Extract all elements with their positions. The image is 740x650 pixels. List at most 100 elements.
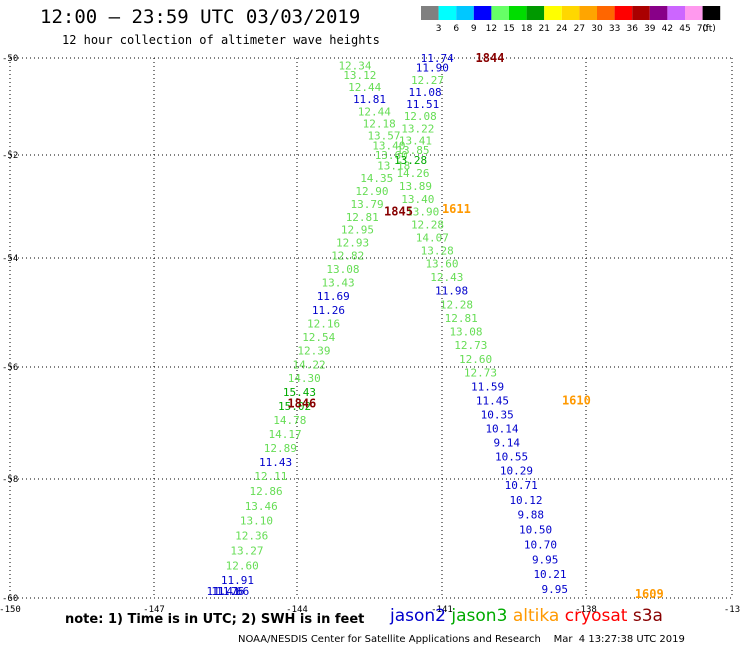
swh-data-label: 13.41 <box>399 134 432 147</box>
swh-data-label: 13.60 <box>425 257 458 270</box>
swh-data-label: 11.08 <box>409 86 442 99</box>
swh-data-label: 13.12 <box>343 69 376 82</box>
note-text: note: 1) Time is in UTC; 2) SWH is in fe… <box>65 612 365 627</box>
swh-data-label: 11.76 <box>211 585 244 598</box>
swh-data-label: 13.18 <box>377 159 410 172</box>
swh-data-label: 14.35 <box>360 172 393 185</box>
swh-data-label: 12.16 <box>307 317 340 330</box>
swh-data-label: 12.73 <box>454 339 487 352</box>
y-tick-label: -50 <box>2 54 18 64</box>
y-tick-label: -60 <box>2 594 18 604</box>
color-swatch <box>632 6 650 20</box>
color-scale-label: 24 <box>556 24 568 34</box>
color-swatch <box>473 6 492 20</box>
swh-data-label: 14.22 <box>293 358 326 371</box>
swh-data-label: 13.10 <box>240 515 273 528</box>
swh-data-label: 9.14 <box>494 437 521 450</box>
x-tick-label: -144 <box>286 605 308 615</box>
color-scale-label: 3 <box>436 24 442 34</box>
swh-data-label: 11.41 <box>207 585 240 598</box>
color-scale-label: 39 <box>644 24 656 34</box>
satellite-legend: jason2 jason3 altika cryosat s3a <box>390 606 663 626</box>
x-tick-label: -138 <box>575 605 597 615</box>
color-scale-label: 70 <box>697 24 709 34</box>
swh-data-label: 12.60 <box>459 353 492 366</box>
swh-data-label: 10.35 <box>481 409 514 422</box>
swh-data-label: 11.66 <box>216 585 249 598</box>
y-tick-label: -58 <box>2 475 18 485</box>
color-scale-label: 12 <box>486 24 497 34</box>
x-tick-label: -13 <box>724 605 740 615</box>
swh-data-label: 12.82 <box>331 249 364 262</box>
pass-time-label: 1611 <box>442 202 471 216</box>
color-swatch <box>526 6 545 20</box>
swh-data-label: 11.90 <box>416 62 449 75</box>
swh-data-label: 15.43 <box>283 386 316 399</box>
swh-data-label: 14.78 <box>273 414 306 427</box>
x-tick-label: -141 <box>431 605 453 615</box>
color-scale-label: 18 <box>521 24 533 34</box>
color-scale-label: 27 <box>574 24 585 34</box>
legend-entry-cryosat: cryosat <box>564 606 628 626</box>
swh-data-label: 13.43 <box>322 277 355 290</box>
swh-data-label: 10.71 <box>505 479 538 492</box>
swh-data-label: 13.57 <box>367 130 400 143</box>
color-scale-label: 9 <box>471 24 477 34</box>
swh-data-label: 12.54 <box>302 331 335 344</box>
pass-time-label: 1846 <box>287 396 316 410</box>
swh-data-label: 13.28 <box>421 244 454 257</box>
color-swatch <box>614 6 633 20</box>
swh-data-label: 11.43 <box>259 456 292 469</box>
swh-data-label: 12.39 <box>297 345 330 358</box>
swh-data-label: 10.29 <box>500 465 533 478</box>
color-scale-label: 21 <box>538 24 549 34</box>
color-swatch <box>579 6 597 20</box>
pass-time-label: 1845 <box>384 205 413 219</box>
swh-data-label: 12.93 <box>336 237 369 250</box>
swh-data-label: 15.02 <box>278 400 311 413</box>
swh-data-label: 12.28 <box>411 219 444 232</box>
color-scale-unit: (ft) <box>702 24 716 34</box>
swh-data-label: 10.70 <box>524 538 557 551</box>
color-swatch <box>597 6 615 20</box>
color-scale-label: 45 <box>679 24 690 34</box>
swh-data-label: 13.08 <box>326 263 359 276</box>
swh-data-label: 13.90 <box>406 206 439 219</box>
swh-data-label: 14.07 <box>416 231 449 244</box>
swh-data-label: 10.50 <box>519 524 552 537</box>
legend-entry-jason3: jason3 <box>451 606 508 626</box>
swh-data-label: 11.59 <box>471 381 504 394</box>
pass-time-label: 1609 <box>635 587 664 601</box>
color-scale-label: 6 <box>453 24 459 34</box>
swh-data-label: 14.30 <box>288 372 321 385</box>
color-swatch <box>702 6 721 20</box>
swh-data-label: 12.81 <box>346 211 379 224</box>
swh-data-label: 9.88 <box>518 509 545 522</box>
color-swatch <box>438 6 457 20</box>
chart-subtitle: 12 hour collection of altimeter wave hei… <box>62 33 380 47</box>
swh-data-label: 12.43 <box>430 271 463 284</box>
swh-data-label: 12.90 <box>355 185 388 198</box>
legend-entry-s3a: s3a <box>632 606 663 626</box>
swh-data-label: 9.95 <box>532 553 559 566</box>
color-scale-label: 36 <box>626 24 638 34</box>
color-swatch <box>491 6 509 20</box>
color-scale-label: 42 <box>662 24 673 34</box>
swh-data-label: 13.22 <box>401 122 434 135</box>
swh-data-label: 13.46 <box>245 500 278 513</box>
y-tick-label: -54 <box>2 254 18 264</box>
color-scale-label: 15 <box>503 24 514 34</box>
legend-entry-altika: altika <box>512 606 560 626</box>
swh-data-label: 11.91 <box>221 574 254 587</box>
swh-data-label: 13.60 <box>375 149 408 162</box>
swh-data-label: 12.81 <box>445 312 478 325</box>
swh-data-label: 11.98 <box>435 285 468 298</box>
swh-data-label: 12.08 <box>404 110 437 123</box>
color-swatch <box>421 6 439 20</box>
swh-data-label: 13.85 <box>396 144 429 157</box>
swh-data-label: 13.08 <box>449 326 482 339</box>
swh-data-label: 12.89 <box>264 442 297 455</box>
swh-data-label: 12.18 <box>363 117 396 130</box>
swh-data-label: 12.27 <box>411 74 444 87</box>
color-swatch <box>509 6 527 20</box>
